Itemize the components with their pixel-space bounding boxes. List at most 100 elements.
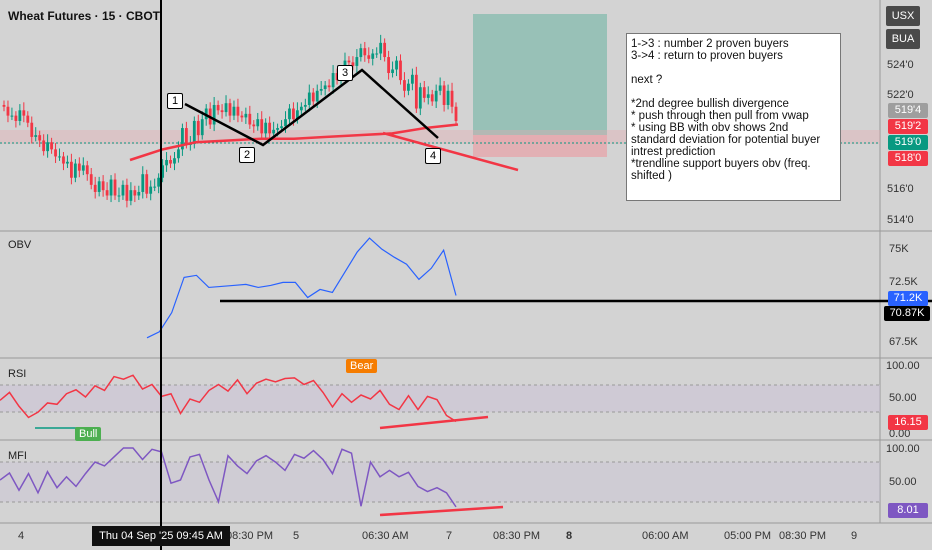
candle-body: [446, 90, 450, 105]
obv-value-tag: 71.2K: [888, 291, 928, 306]
candle-body: [58, 156, 61, 158]
candle-body: [50, 142, 53, 150]
candle-body: [272, 129, 276, 134]
candle-body: [54, 149, 57, 157]
candle-body: [153, 186, 157, 188]
marker-3: 3: [337, 65, 354, 81]
candle-body: [303, 104, 307, 107]
zigzag-drawing: [184, 68, 439, 147]
candle-body: [327, 85, 331, 88]
candle-body: [371, 53, 375, 59]
crosshair-date-label: Thu 04 Sep '25 09:45 AM: [92, 526, 230, 546]
candle-body: [280, 126, 283, 129]
candle-body: [363, 48, 367, 56]
candle-body: [220, 110, 224, 113]
time-tick: 7: [446, 530, 453, 542]
obv-tick: 67.5K: [889, 336, 918, 348]
candle-body: [129, 190, 133, 201]
candle-body: [284, 119, 287, 127]
mfi-tick: 50.00: [889, 476, 917, 488]
currency-button[interactable]: USX: [886, 6, 920, 26]
candle-body: [105, 190, 109, 196]
candle-body: [177, 149, 180, 159]
candle-body: [299, 106, 303, 111]
candle-body: [422, 87, 426, 98]
price-tag-low: 518'0: [888, 151, 928, 166]
candle-body: [161, 165, 164, 178]
marker-1: 1: [167, 93, 184, 109]
candle-body: [181, 128, 184, 150]
candle-body: [22, 110, 26, 116]
candle-body: [6, 106, 10, 116]
mfi-tick: 100.00: [886, 443, 920, 455]
mfi-label: MFI: [8, 450, 27, 462]
chart-title: Wheat Futures · 15 · CBOT: [8, 9, 161, 23]
candle-body: [42, 140, 46, 152]
candle-body: [414, 74, 418, 109]
candle-body: [434, 90, 438, 102]
rsi-divergence-line: [379, 415, 489, 430]
rsi-tick: 100.00: [886, 360, 920, 372]
candle-body: [196, 120, 200, 136]
rsi-tick: 0.00: [889, 428, 911, 440]
candle-body: [73, 163, 77, 178]
candle-body: [244, 113, 248, 118]
candle-body: [62, 156, 65, 164]
stop-zone: [473, 135, 607, 157]
candle-body: [38, 135, 42, 141]
rsi-value-tag: 16.15: [888, 415, 928, 430]
price-tick: 516'0: [887, 183, 914, 195]
candle-body: [184, 128, 188, 145]
candle-body: [264, 122, 268, 134]
rsi-tick: 50.00: [889, 392, 917, 404]
candle-body: [77, 163, 81, 171]
mfi-band: [0, 462, 880, 502]
rsi-line: [0, 374, 457, 423]
unit-button[interactable]: BUA: [886, 29, 920, 49]
candle-body: [228, 103, 232, 116]
candle-body: [125, 184, 129, 201]
candle-body: [347, 60, 351, 63]
candle-body: [407, 83, 410, 91]
time-tick: 4: [18, 530, 25, 542]
candle-body: [311, 92, 315, 102]
candle-body: [292, 108, 295, 120]
candle-body: [379, 42, 383, 54]
candle-body: [169, 160, 172, 164]
candle-body: [216, 104, 220, 111]
marker-2: 2: [239, 147, 256, 163]
candle-body: [355, 57, 359, 66]
candle-body: [403, 80, 406, 91]
candle-body: [141, 174, 145, 192]
candle-body: [454, 106, 458, 121]
candle-body: [252, 124, 256, 127]
price-tag-vwap: 519'0: [888, 135, 928, 150]
candle-body: [200, 119, 204, 136]
obv-tick: 72.5K: [889, 276, 918, 288]
rsi-bear-label: Bear: [346, 359, 378, 373]
trendline-price: [382, 131, 519, 172]
candle-body: [288, 108, 291, 120]
candle-body: [418, 87, 422, 109]
candle-body: [307, 92, 311, 105]
mfi-value-tag: 8.01: [888, 503, 928, 518]
candle-body: [232, 106, 236, 116]
time-tick: 5: [293, 530, 300, 542]
time-tick: 06:30 AM: [362, 530, 409, 542]
marker-4: 4: [425, 148, 442, 164]
analysis-note[interactable]: 1->3 : number 2 proven buyers 3->4 : ret…: [626, 33, 841, 201]
candle-body: [240, 115, 244, 118]
time-tick: 08:30 PM: [493, 530, 541, 542]
obv-tick: 75K: [889, 243, 909, 255]
candle-body: [359, 48, 363, 58]
candle-body: [442, 85, 446, 105]
time-tick: 05:00 PM: [724, 530, 772, 542]
price-tag-current: 519'2: [888, 119, 928, 134]
candle-body: [315, 90, 319, 102]
price-tick: 524'0: [887, 59, 914, 71]
vwap-line: [129, 123, 459, 162]
candle-body: [450, 90, 454, 107]
candle-body: [66, 161, 69, 164]
candle-body: [383, 42, 387, 58]
price-tick: 514'0: [887, 214, 914, 226]
